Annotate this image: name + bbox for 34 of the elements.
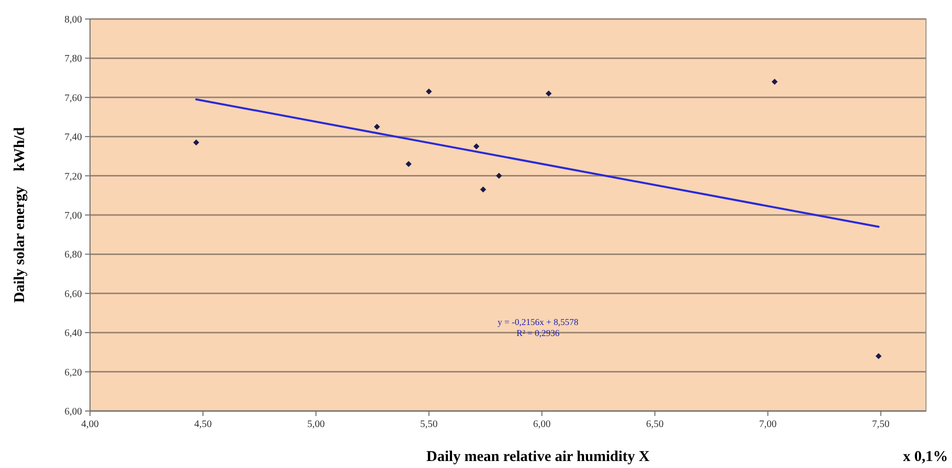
x-tick-label: 6,50 (646, 419, 664, 430)
x-tick-label: 7,50 (872, 419, 890, 430)
point (496, 172, 502, 179)
annotation: R² = 0,2936 (516, 328, 560, 338)
y-tick-label: 6,60 (64, 288, 82, 300)
x-tick-label: 5,00 (307, 419, 325, 430)
y-axis-title: Daily solar energy kWh/d (12, 126, 28, 303)
y-tick-label: 7,60 (64, 92, 82, 104)
y-tick-label: 6,00 (64, 406, 82, 418)
annotation: y = -0,2156x + 8,5578 (498, 317, 579, 327)
y-tick-label: 8,00 (64, 14, 82, 26)
y-tick-label: 7,80 (64, 54, 82, 65)
x-tick-label: 4,00 (81, 419, 99, 430)
point (473, 143, 480, 150)
point (426, 88, 432, 95)
point (193, 139, 200, 146)
point (480, 186, 486, 193)
x-tick-label: 4,50 (194, 419, 212, 430)
y-tick-label: 7,00 (64, 210, 82, 222)
x-tick-label: 6,00 (533, 419, 551, 430)
y-tick-label: 6,40 (64, 328, 82, 340)
y-tick-label: 6,20 (64, 367, 82, 378)
text: x 0,1% (903, 449, 948, 465)
point (374, 124, 380, 130)
x-tick-label: 7,00 (759, 419, 777, 430)
point (406, 161, 412, 168)
point (876, 353, 882, 360)
point (772, 78, 778, 85)
y-tick-label: 6,80 (64, 250, 82, 261)
y-tick-label: 7,20 (64, 171, 82, 182)
y-tick-label: 7,40 (64, 132, 82, 144)
x-axis-title: Daily mean relative air humidity X (426, 449, 650, 465)
x-tick-label: 5,50 (420, 419, 438, 430)
point (546, 90, 552, 96)
